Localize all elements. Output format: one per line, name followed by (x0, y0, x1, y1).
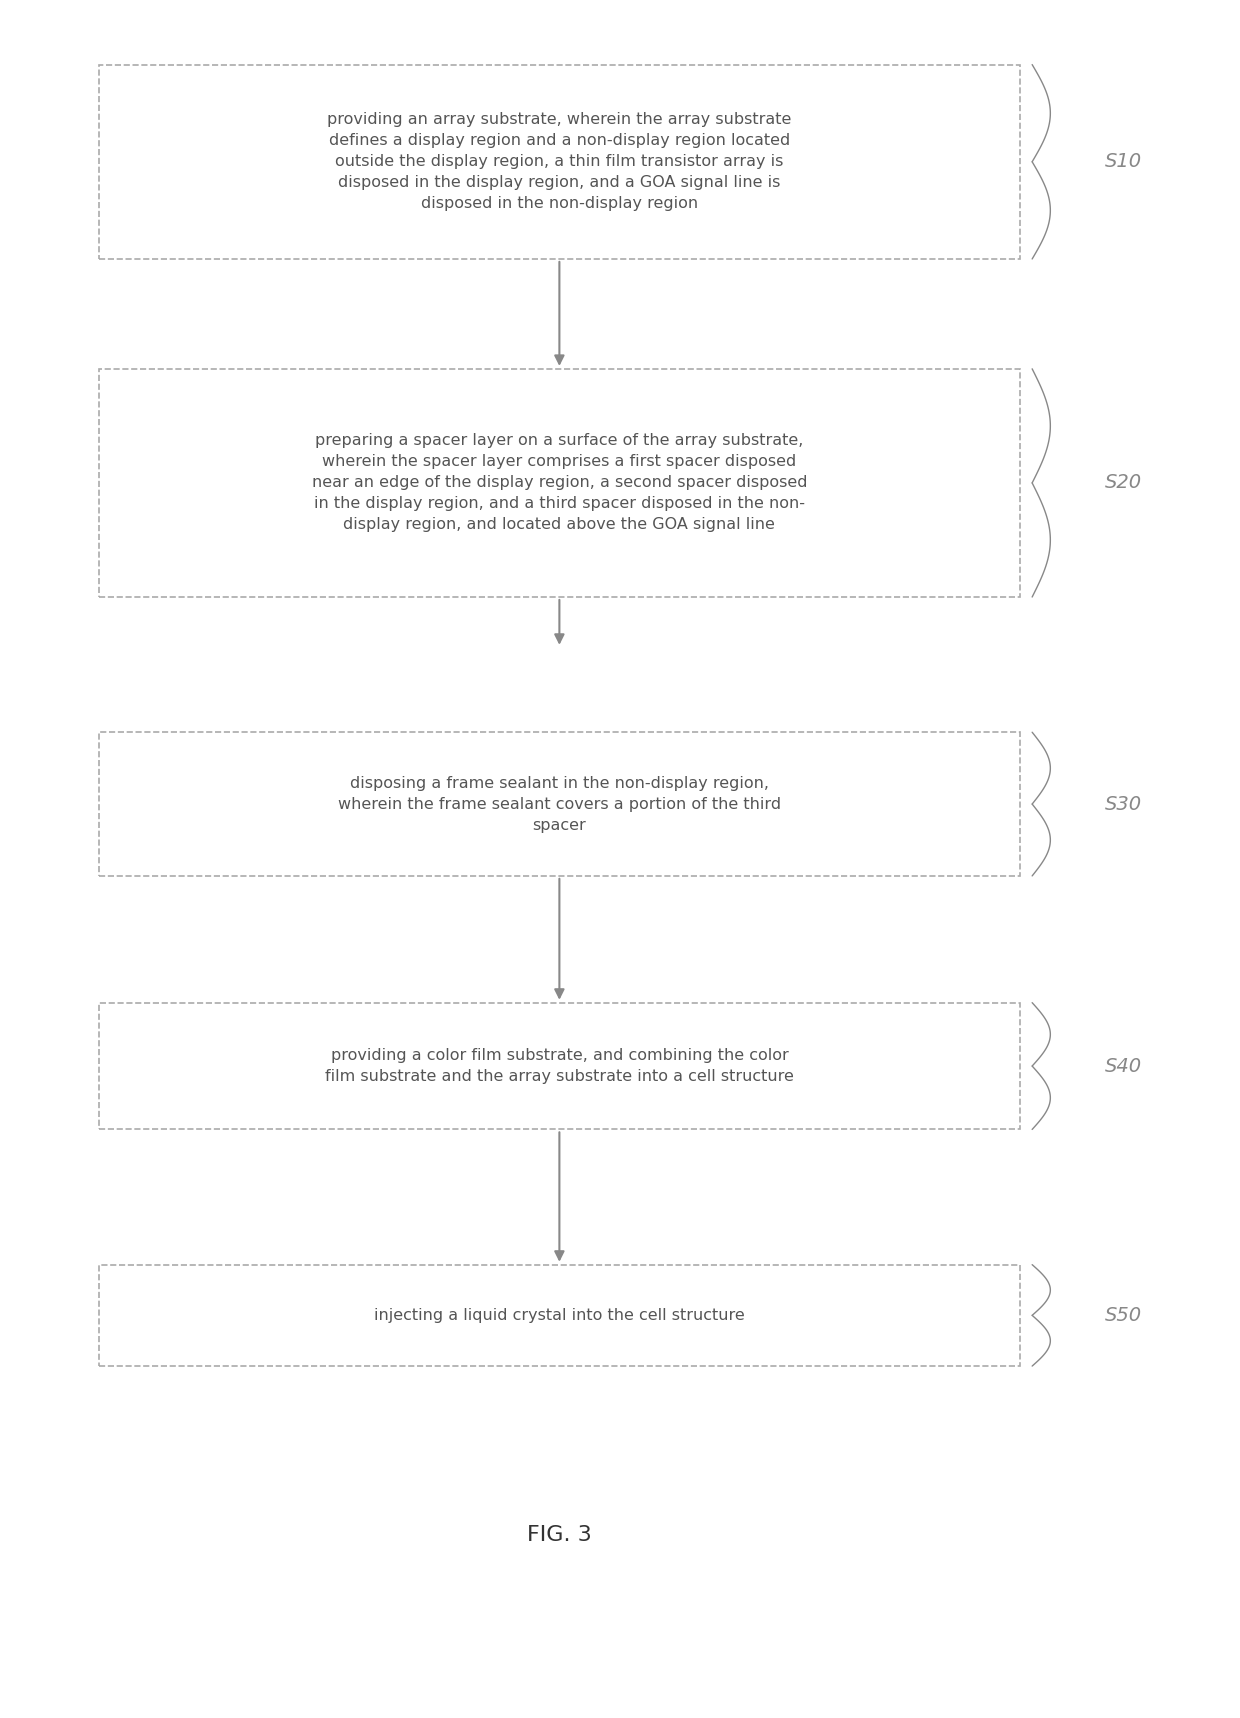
FancyBboxPatch shape (99, 1264, 1021, 1366)
Text: S30: S30 (1105, 794, 1142, 814)
Text: S10: S10 (1105, 153, 1142, 172)
Text: disposing a frame sealant in the non-display region,
wherein the frame sealant c: disposing a frame sealant in the non-dis… (337, 775, 781, 833)
Text: injecting a liquid crystal into the cell structure: injecting a liquid crystal into the cell… (374, 1307, 745, 1323)
FancyBboxPatch shape (99, 732, 1021, 876)
Text: preparing a spacer layer on a surface of the array substrate,
wherein the spacer: preparing a spacer layer on a surface of… (311, 433, 807, 533)
Text: FIG. 3: FIG. 3 (527, 1526, 591, 1544)
FancyBboxPatch shape (99, 65, 1021, 259)
Text: providing a color film substrate, and combining the color
film substrate and the: providing a color film substrate, and co… (325, 1048, 794, 1084)
FancyBboxPatch shape (99, 1003, 1021, 1129)
Text: S40: S40 (1105, 1057, 1142, 1075)
FancyBboxPatch shape (99, 369, 1021, 598)
Text: S50: S50 (1105, 1306, 1142, 1325)
Text: S20: S20 (1105, 474, 1142, 493)
Text: providing an array substrate, wherein the array substrate
defines a display regi: providing an array substrate, wherein th… (327, 112, 791, 211)
